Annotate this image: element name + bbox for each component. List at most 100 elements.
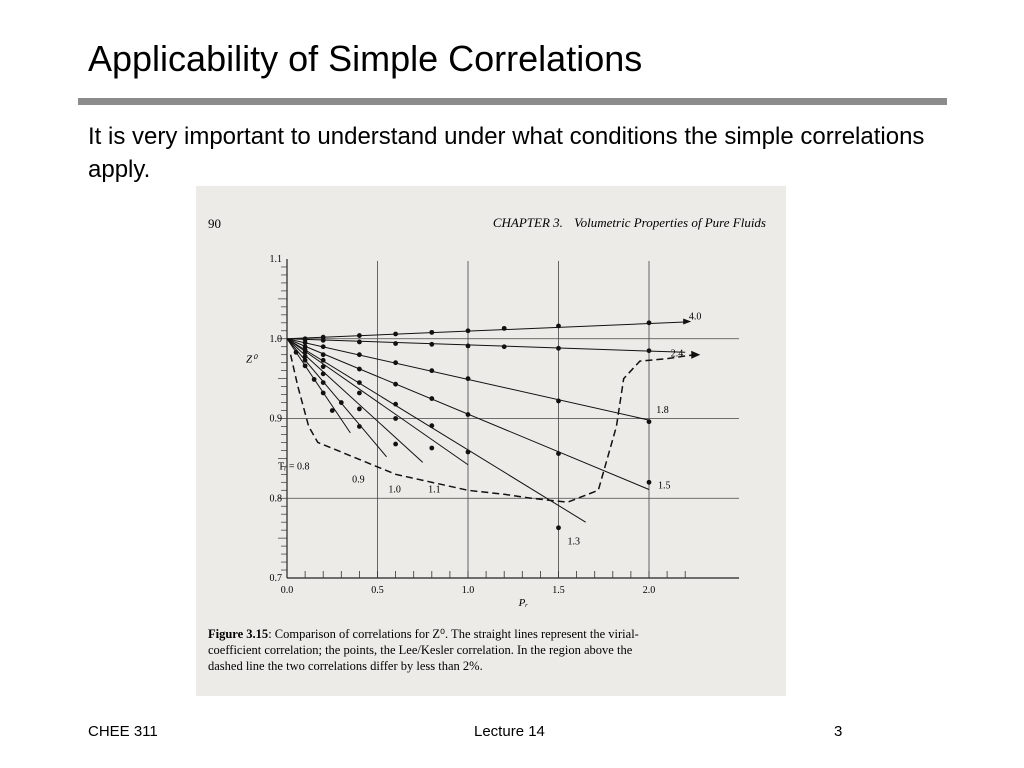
caption-line-3: dashed line the two correlations differ … bbox=[208, 659, 483, 673]
series-point-6-2 bbox=[357, 406, 362, 412]
series-line-5 bbox=[286, 338, 469, 466]
series-point-1-5 bbox=[465, 343, 471, 349]
series-point-2-4 bbox=[429, 368, 435, 374]
series-point-6-1 bbox=[320, 371, 326, 377]
title-divider bbox=[78, 98, 947, 105]
series-point-4-2 bbox=[357, 380, 362, 386]
series-point-2-7 bbox=[646, 419, 652, 425]
series-point-3-2 bbox=[357, 366, 362, 372]
z0-chart: 90 CHAPTER 3. Volumetric Properties of P… bbox=[208, 215, 766, 673]
series-point-8-0 bbox=[293, 349, 299, 355]
series-point-3-1 bbox=[320, 352, 326, 358]
series-label-1: 2.4 bbox=[671, 348, 684, 359]
series-point-0-5 bbox=[465, 328, 471, 334]
series-label-8: Tᵣ = 0.8 bbox=[278, 462, 310, 473]
footer-course: CHEE 311 bbox=[88, 723, 158, 740]
y-axis-label: Z⁰ bbox=[246, 354, 258, 366]
series-point-0-6 bbox=[501, 325, 507, 331]
series-point-6-0 bbox=[302, 353, 308, 359]
series-line-6 bbox=[286, 338, 424, 463]
series-arrow-head bbox=[683, 318, 692, 325]
series-point-1-1 bbox=[320, 337, 326, 343]
slide-title: Applicability of Simple Correlations bbox=[88, 38, 643, 79]
series-label-6: 1.0 bbox=[388, 485, 401, 496]
series-label-4: 1.3 bbox=[568, 537, 581, 548]
series-point-4-3 bbox=[393, 401, 398, 407]
x-tick-label-2: 1.0 bbox=[462, 585, 475, 596]
series-point-3-4 bbox=[429, 396, 435, 401]
caption-text-1: : Comparison of correlations for Z⁰. The… bbox=[268, 627, 639, 641]
series-point-2-0 bbox=[302, 340, 308, 346]
caption-line-2: coefficient correlation; the points, the… bbox=[208, 643, 633, 657]
footer-page-number: 3 bbox=[834, 723, 843, 740]
series-point-0-4 bbox=[429, 329, 435, 335]
series-point-0-7 bbox=[556, 323, 561, 329]
y-tick-label-2: 0.9 bbox=[270, 414, 283, 425]
series-point-8-3 bbox=[320, 390, 326, 396]
x-tick-label-3: 1.5 bbox=[552, 585, 565, 596]
series-point-5-3 bbox=[393, 416, 398, 421]
series-line-4 bbox=[286, 338, 586, 523]
series-point-3-5 bbox=[465, 412, 471, 417]
y-tick-label-0: 0.7 bbox=[270, 573, 283, 584]
series-point-0-3 bbox=[393, 331, 398, 337]
series-label-0: 4.0 bbox=[689, 312, 702, 323]
series-point-2-5 bbox=[465, 376, 471, 382]
series-point-5-1 bbox=[320, 364, 326, 370]
dashed-boundary-arrow bbox=[691, 350, 701, 359]
caption-label: Figure 3.15 bbox=[208, 627, 268, 641]
chapter-header: CHAPTER 3. Volumetric Properties of Pure… bbox=[493, 215, 766, 230]
series-point-7-2 bbox=[338, 400, 344, 405]
chapter-label: CHAPTER 3. bbox=[493, 215, 563, 230]
series-point-1-4 bbox=[429, 341, 435, 347]
y-tick-label-4: 1.1 bbox=[270, 254, 283, 265]
series-point-1-3 bbox=[393, 341, 398, 346]
series-point-5-0 bbox=[302, 349, 308, 355]
series-line-1 bbox=[286, 338, 686, 353]
page-number: 90 bbox=[208, 216, 221, 231]
series-point-2-1 bbox=[320, 344, 326, 350]
series-line-8 bbox=[286, 338, 351, 434]
series-point-8-2 bbox=[311, 377, 317, 382]
series-line-0 bbox=[286, 321, 686, 340]
x-tick-label-0: 0.0 bbox=[281, 585, 294, 596]
series-point-3-7 bbox=[646, 479, 652, 485]
series-point-4-4 bbox=[429, 423, 435, 429]
series-point-7-3 bbox=[357, 424, 362, 429]
dashed-boundary-curve bbox=[289, 353, 695, 503]
series-point-1-8 bbox=[646, 348, 652, 354]
series-point-4-1 bbox=[320, 357, 326, 363]
series-point-7-0 bbox=[302, 357, 308, 363]
x-tick-label-1: 0.5 bbox=[371, 585, 384, 596]
caption-line-1: Figure 3.15: Comparison of correlations … bbox=[208, 627, 639, 641]
series-point-5-4 bbox=[429, 445, 435, 451]
slide-body-text: It is very important to understand under… bbox=[88, 123, 925, 183]
y-tick-label-3: 1.0 bbox=[270, 334, 283, 345]
series-point-2-3 bbox=[393, 360, 398, 366]
series-point-3-6 bbox=[556, 451, 561, 456]
series-point-3-3 bbox=[393, 381, 398, 387]
x-axis-label: Pᵣ bbox=[518, 597, 529, 609]
series-point-4-5 bbox=[465, 449, 471, 455]
series-point-1-7 bbox=[556, 345, 561, 351]
series-label-2: 1.8 bbox=[656, 405, 669, 416]
y-tick-label-1: 0.8 bbox=[270, 493, 283, 504]
textbook-figure: 90 CHAPTER 3. Volumetric Properties of P… bbox=[196, 186, 786, 696]
series-point-5-2 bbox=[357, 390, 362, 396]
series-point-1-6 bbox=[501, 344, 507, 350]
series-label-7: 0.9 bbox=[352, 474, 365, 485]
series-point-2-6 bbox=[556, 398, 561, 404]
x-tick-label-4: 2.0 bbox=[643, 585, 656, 596]
series-point-4-6 bbox=[556, 525, 561, 531]
series-label-5: 1.1 bbox=[428, 485, 441, 496]
series-point-0-2 bbox=[357, 333, 362, 338]
series-point-1-2 bbox=[357, 339, 362, 345]
series-point-8-4 bbox=[329, 408, 335, 413]
footer-lecture: Lecture 14 bbox=[474, 723, 545, 740]
series-point-6-3 bbox=[393, 441, 398, 447]
chapter-title: Volumetric Properties of Pure Fluids bbox=[574, 215, 766, 230]
series-point-7-1 bbox=[320, 380, 326, 386]
series-label-3: 1.5 bbox=[658, 481, 671, 492]
series-point-0-8 bbox=[646, 320, 652, 326]
series-point-2-2 bbox=[357, 352, 362, 358]
